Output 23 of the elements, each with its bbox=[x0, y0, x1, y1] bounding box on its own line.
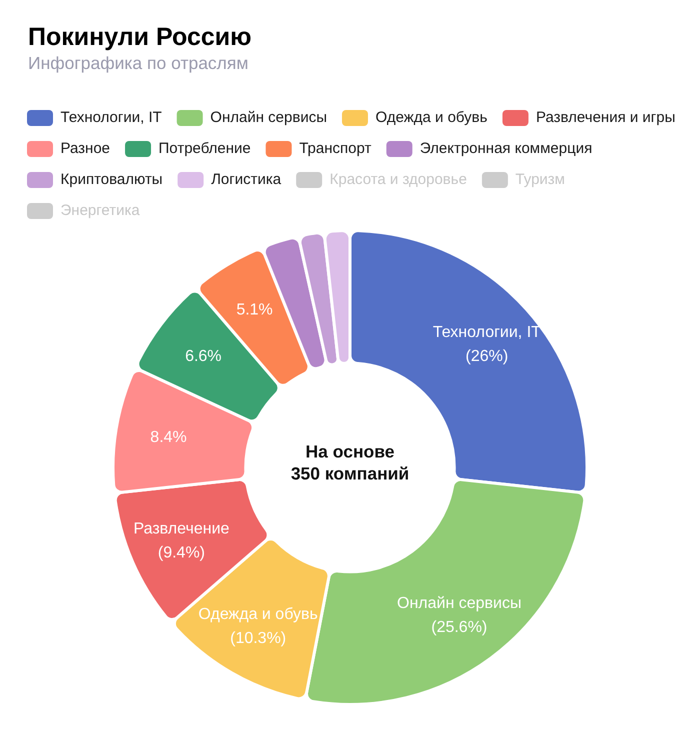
legend-label: Одежда и обувь bbox=[375, 109, 488, 126]
legend-label: Развлечения и игры bbox=[536, 109, 676, 126]
legend-label: Электронная коммерция bbox=[420, 140, 592, 158]
legend-label: Технологии, IT bbox=[60, 109, 162, 126]
legend-label: Энергетика bbox=[60, 202, 140, 220]
legend-label: Красота и здоровье bbox=[330, 171, 467, 188]
data-label: 6.6% bbox=[185, 348, 222, 365]
text: На основе 350 компаний bbox=[290, 441, 410, 484]
legend-label: Онлайн сервисы bbox=[210, 109, 327, 126]
legend-label: Логистика bbox=[211, 171, 282, 188]
chart-title: Покинули Россию bbox=[28, 23, 252, 51]
data-label: Развлечение (9.4%) bbox=[133, 520, 230, 562]
legend-label: Разное bbox=[60, 140, 110, 158]
chart-subtitle: Инфографика по отраслям bbox=[28, 53, 248, 73]
legend-label: Транспорт bbox=[299, 140, 372, 158]
legend-label: Потребление bbox=[158, 140, 251, 158]
legend-label: Туризм bbox=[515, 171, 566, 188]
data-label: 5.1% bbox=[236, 302, 273, 319]
legend-label: Криптовалюты bbox=[60, 171, 163, 188]
data-label: Одежда и обувь (10.3%) bbox=[198, 606, 318, 648]
data-label: 8.4% bbox=[150, 429, 187, 446]
data-label: Онлайн сервисы (25.6%) bbox=[397, 594, 522, 636]
data-label: Технологии, IT (26%) bbox=[432, 324, 542, 366]
